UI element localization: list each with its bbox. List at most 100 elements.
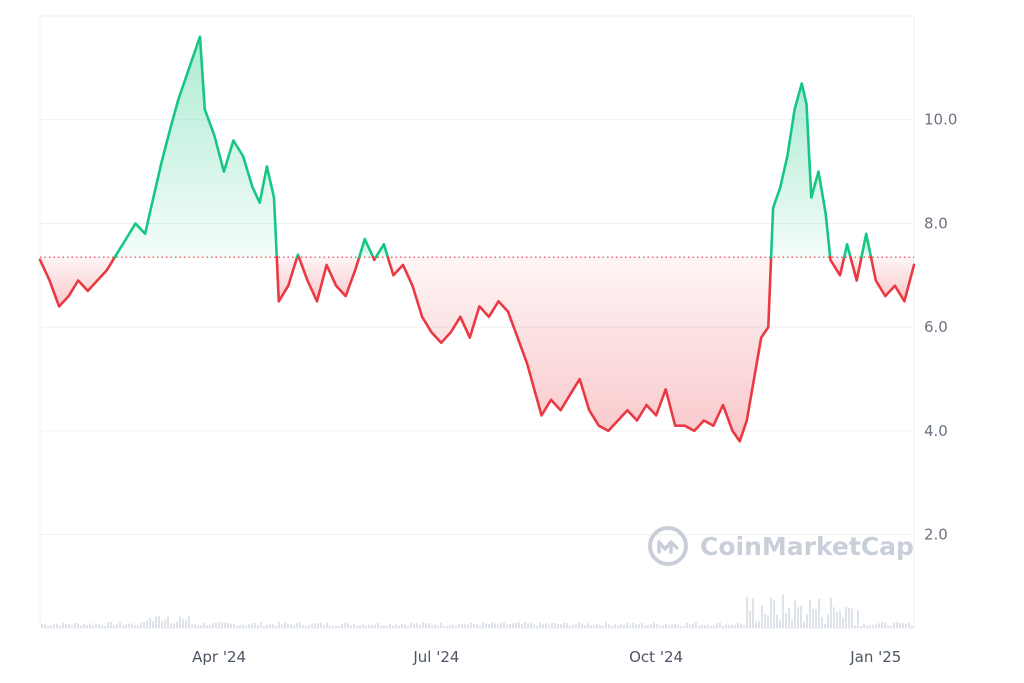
volume-bar bbox=[410, 622, 412, 628]
volume-bar bbox=[482, 622, 484, 628]
volume-bar bbox=[824, 623, 826, 628]
volume-bar bbox=[512, 623, 514, 628]
volume-bar bbox=[377, 622, 379, 628]
volume-bar bbox=[593, 625, 595, 628]
line-below-14 bbox=[869, 255, 916, 303]
volume-bar bbox=[230, 623, 232, 628]
line-above-9 bbox=[769, 82, 832, 259]
volume-bar bbox=[908, 622, 910, 628]
volume-bar bbox=[788, 607, 790, 628]
volume-bar bbox=[713, 625, 715, 628]
volume-bar bbox=[350, 625, 352, 628]
volume-bar bbox=[842, 617, 844, 628]
volume-bar bbox=[53, 624, 55, 628]
volume-bar bbox=[902, 622, 904, 628]
volume-bar bbox=[443, 625, 445, 628]
volume-bar bbox=[515, 622, 517, 628]
x-tick-label-1: Jul '24 bbox=[412, 648, 459, 666]
volume-bar bbox=[473, 623, 475, 628]
volume-bar bbox=[845, 606, 847, 628]
volume-bar bbox=[92, 625, 94, 628]
volume-bar bbox=[449, 625, 451, 628]
line-below-2 bbox=[275, 255, 299, 303]
volume-bar bbox=[299, 622, 301, 628]
volume-bar bbox=[545, 623, 547, 628]
volume-bar bbox=[353, 624, 355, 628]
line-below-8 bbox=[386, 255, 773, 443]
volume-bar bbox=[560, 624, 562, 628]
volume-bar bbox=[785, 613, 787, 628]
volume-bar bbox=[797, 607, 799, 628]
volume-bar bbox=[875, 624, 877, 628]
y-tick-label-4: 10.0 bbox=[924, 111, 957, 129]
volume-bar bbox=[881, 622, 883, 628]
volume-bar bbox=[884, 622, 886, 628]
volume-bar bbox=[347, 622, 349, 628]
area-below-8 bbox=[387, 257, 772, 442]
volume-bar bbox=[161, 621, 163, 628]
volume-bar bbox=[809, 599, 811, 628]
volume-bar bbox=[254, 623, 256, 628]
area-above-9 bbox=[771, 83, 831, 258]
volume-bar bbox=[233, 623, 235, 628]
volume-bar bbox=[359, 624, 361, 628]
volume-bar bbox=[344, 622, 346, 628]
volume-bar bbox=[56, 623, 58, 628]
volume-bar bbox=[107, 622, 109, 628]
volume-bar bbox=[281, 624, 283, 628]
volume-bar bbox=[812, 608, 814, 628]
volume-bar bbox=[191, 624, 193, 628]
volume-bar bbox=[776, 614, 778, 628]
volume-bar bbox=[716, 623, 718, 628]
area-above-1 bbox=[114, 36, 277, 258]
volume-bar bbox=[392, 625, 394, 628]
volume-bar bbox=[185, 619, 187, 628]
volume-bar bbox=[455, 625, 457, 628]
volume-bar bbox=[656, 623, 658, 628]
volume-bar bbox=[140, 622, 142, 628]
y-tick-label-0: 2.0 bbox=[924, 526, 948, 544]
volume-bar bbox=[95, 623, 97, 628]
volume-bar bbox=[665, 624, 667, 628]
volume-bar bbox=[83, 624, 85, 628]
volume-bar bbox=[446, 625, 448, 628]
volume-bar bbox=[581, 623, 583, 628]
volume-bar bbox=[836, 611, 838, 628]
volume-bar bbox=[848, 607, 850, 628]
line-below-12 bbox=[849, 255, 863, 282]
volume-bar bbox=[413, 624, 415, 628]
volume-bar bbox=[437, 625, 439, 628]
watermark-text: CoinMarketCap bbox=[700, 532, 914, 561]
line-above-13 bbox=[860, 232, 873, 259]
volume-bar bbox=[767, 614, 769, 628]
volume-bar bbox=[302, 624, 304, 628]
volume-bar bbox=[143, 621, 145, 628]
volume-bar bbox=[563, 622, 565, 628]
volume-bar bbox=[566, 623, 568, 628]
volume-bar bbox=[773, 599, 775, 628]
volume-bar bbox=[584, 625, 586, 628]
volume-bar bbox=[269, 623, 271, 628]
volume-bar bbox=[569, 625, 571, 628]
volume-bar bbox=[587, 623, 589, 628]
volume-bar bbox=[740, 624, 742, 628]
volume-bar bbox=[623, 625, 625, 628]
volume-bar bbox=[746, 596, 748, 628]
volume-bar bbox=[674, 623, 676, 628]
watermark: CoinMarketCap bbox=[648, 526, 914, 566]
line-below-4 bbox=[297, 255, 361, 303]
volume-bar bbox=[722, 625, 724, 628]
volume-bar bbox=[749, 610, 751, 628]
volume-bar bbox=[854, 625, 856, 628]
volume-bar bbox=[221, 622, 223, 628]
volume-bar bbox=[614, 624, 616, 628]
volume-bar bbox=[650, 624, 652, 628]
volume-bar bbox=[425, 623, 427, 628]
volume-bar bbox=[641, 622, 643, 628]
volume-bar bbox=[110, 622, 112, 628]
volume-bar bbox=[692, 623, 694, 628]
volume-bar bbox=[893, 622, 895, 628]
volume-bar bbox=[173, 623, 175, 628]
volume-bar bbox=[179, 616, 181, 628]
